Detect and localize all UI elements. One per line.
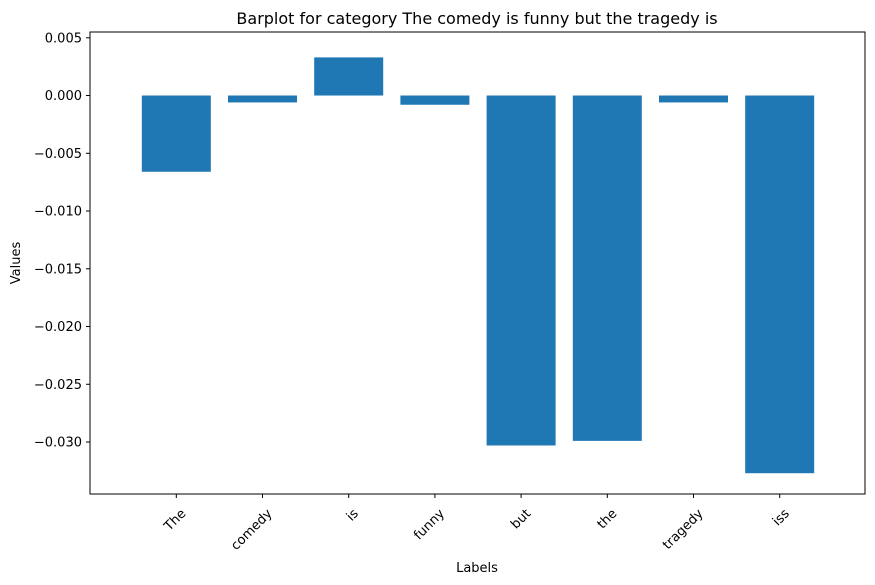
y-tick-label: −0.030 [34,436,82,451]
x-tick-label: but [508,506,534,532]
bar-tragedy [659,95,728,103]
y-tick-label: −0.010 [34,205,82,220]
x-tick-label: iss [770,506,793,529]
x-tick-label: The [161,506,189,534]
bar-funny [400,95,470,105]
x-tick-label: is [344,506,362,524]
y-axis: 0.005 0.000 −0.005 −0.010 −0.015 −0.020 −0.025… [34,31,90,451]
bar-iss [745,95,815,474]
bar-The [141,95,211,172]
x-tick-label: funny [411,506,448,543]
x-tick-label: the [595,506,621,532]
y-tick-label: 0.005 [45,31,82,46]
y-tick-label: −0.020 [34,320,82,335]
y-tick-label: −0.025 [34,378,82,393]
bars-group [141,57,815,474]
y-tick-label: 0.000 [45,89,82,104]
bar-but [486,95,556,446]
chart-title: Barplot for category The comedy is funny… [236,9,717,28]
x-tick-label: tragedy [660,506,707,553]
x-axis-label: Labels [456,561,498,576]
x-axis: The comedy is funny but the tragedy iss [161,494,793,554]
y-axis-label: Values [9,242,24,285]
y-tick-label: −0.005 [34,147,82,162]
bar-the [572,95,642,441]
bar-is [314,57,384,96]
y-tick-label: −0.015 [34,262,82,277]
plot-frame [89,31,866,495]
x-tick-label: comedy [228,506,275,553]
bar-comedy [228,95,297,103]
